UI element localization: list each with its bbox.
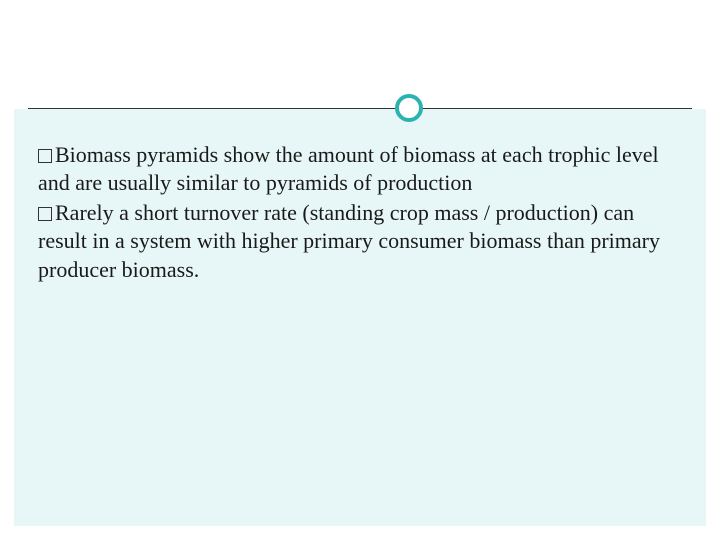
- content-area: Biomass pyramids show the amount of biom…: [14, 109, 706, 526]
- bullet-text: Rarely a short turnover rate (standing c…: [38, 200, 660, 281]
- circle-accent: [395, 94, 423, 122]
- square-bullet-icon: [38, 149, 52, 163]
- header-area: [0, 0, 720, 108]
- slide-container: Biomass pyramids show the amount of biom…: [0, 0, 720, 540]
- bullet-text: Biomass pyramids show the amount of biom…: [38, 142, 659, 195]
- bullet-item: Biomass pyramids show the amount of biom…: [38, 141, 682, 197]
- bullet-item: Rarely a short turnover rate (standing c…: [38, 199, 682, 283]
- bullet-list: Biomass pyramids show the amount of biom…: [14, 109, 706, 284]
- square-bullet-icon: [38, 207, 52, 221]
